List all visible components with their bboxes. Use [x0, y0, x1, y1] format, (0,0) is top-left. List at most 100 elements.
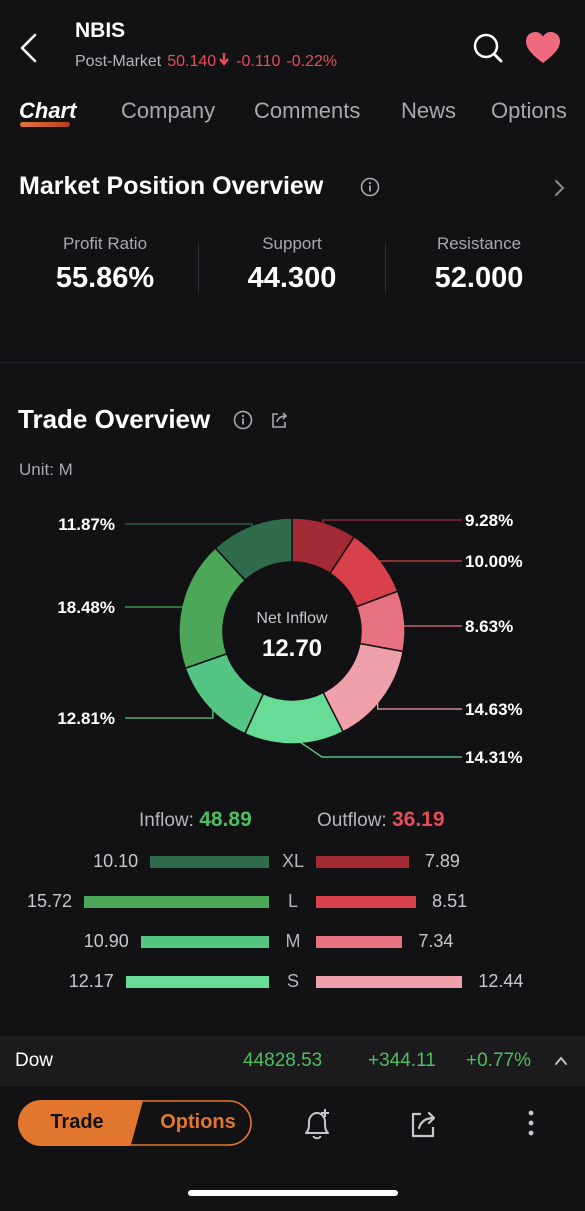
trade-button[interactable]: Trade	[18, 1100, 143, 1146]
inflow-value: 48.89	[199, 808, 252, 831]
tab-comments[interactable]: Comments	[254, 98, 361, 123]
index-change: +344.11	[368, 1050, 436, 1071]
stat-label: Support	[262, 234, 322, 253]
tab-bar: Chart Company Comments News Options	[0, 92, 585, 136]
inflow-amount: 15.72	[26, 891, 72, 911]
leader-line	[397, 621, 462, 627]
divider	[385, 243, 386, 293]
outflow-bar	[316, 856, 409, 868]
slice-percent-label: 11.87%	[58, 515, 115, 534]
header: NBIS Post-Market 50.140 -0.110 -0.22%	[0, 0, 585, 90]
inflow-bar	[125, 976, 269, 988]
order-size-label: M	[285, 931, 301, 951]
inflow-bar	[84, 896, 269, 908]
tab-company[interactable]: Company	[121, 98, 216, 123]
index-name: Dow	[15, 1050, 54, 1071]
leader-line	[322, 519, 462, 529]
stat-support: Support 44.300	[202, 234, 382, 295]
outflow-bar	[316, 936, 403, 948]
active-tab-indicator	[20, 122, 70, 127]
info-icon[interactable]	[233, 410, 253, 430]
tab-chart[interactable]: Chart	[19, 98, 77, 123]
slice-percent-label: 10.00%	[465, 552, 523, 571]
slice-percent-label: 12.81%	[57, 709, 115, 728]
center-label: Net Inflow	[256, 610, 328, 627]
post-market-price: 50.140	[167, 52, 217, 70]
flow-row-m: 10.90 M 7.34	[0, 931, 585, 955]
options-button-label: Options	[160, 1111, 236, 1133]
stat-value: 55.86%	[55, 262, 155, 294]
trade-button-label: Trade	[50, 1111, 104, 1133]
flow-row-s: 12.17 S 12.44	[0, 971, 585, 995]
info-icon[interactable]	[360, 177, 380, 197]
donut-slice	[214, 517, 293, 582]
outflow-value: 36.19	[391, 808, 445, 831]
outflow-summary: Outflow: 36.19	[317, 808, 445, 832]
tab-news[interactable]: News	[401, 98, 457, 123]
post-market-change: -0.110	[236, 52, 281, 70]
outflow-label: Outflow:	[317, 810, 387, 831]
home-indicator	[188, 1190, 398, 1196]
inflow-summary: Inflow: 48.89	[139, 808, 252, 832]
share-icon[interactable]	[269, 410, 289, 430]
leader-line	[125, 605, 189, 608]
post-market-change-pct: -0.22%	[286, 52, 338, 70]
ticker-symbol: NBIS	[75, 19, 126, 42]
unit-label: Unit: M	[19, 460, 73, 479]
inflow-bar	[140, 936, 269, 948]
inflow-amount: 10.10	[93, 851, 139, 871]
leader-line	[374, 560, 462, 565]
stat-profit-ratio: Profit Ratio 55.86%	[15, 234, 195, 295]
inflow-bar	[150, 856, 269, 868]
center-value: 12.70	[262, 635, 322, 662]
flow-row-xl: 10.10 XL 7.89	[0, 851, 585, 875]
options-button[interactable]: Options	[128, 1100, 252, 1146]
stat-value: 44.300	[247, 262, 337, 294]
stat-label: Profit Ratio	[62, 234, 148, 253]
slice-percent-label: 14.31%	[465, 748, 523, 767]
bell-plus-icon[interactable]	[300, 1106, 334, 1142]
heart-icon[interactable]	[523, 30, 563, 66]
trade-overview-title: Trade Overview	[18, 404, 211, 434]
inflow-label: Inflow:	[139, 810, 194, 831]
stat-resistance: Resistance 52.000	[389, 234, 569, 295]
more-vertical-icon[interactable]	[522, 1108, 540, 1140]
index-value: 44828.53	[243, 1050, 323, 1071]
stat-label: Resistance	[436, 234, 522, 253]
slice-percent-label: 8.63%	[465, 617, 513, 636]
inflow-amount: 12.17	[68, 971, 114, 991]
stat-value: 52.000	[434, 262, 524, 294]
post-market-quote: Post-Market 50.140 -0.110 -0.22%	[75, 52, 337, 71]
flow-row-l: 15.72 L 8.51	[0, 891, 585, 915]
leader-line	[293, 737, 462, 758]
outflow-bar	[316, 896, 417, 908]
section-divider	[0, 362, 585, 363]
outflow-amount: 7.89	[424, 851, 460, 871]
slice-percent-label: 18.48%	[57, 598, 115, 617]
outflow-amount: 7.34	[418, 931, 454, 951]
order-size-label: XL	[281, 851, 305, 871]
order-size-label: S	[286, 971, 299, 991]
leader-line	[125, 523, 254, 532]
chevron-right-icon[interactable]	[552, 178, 568, 198]
tab-options[interactable]: Options	[491, 98, 567, 123]
outflow-amount: 12.44	[478, 971, 524, 991]
slice-percent-label: 9.28%	[465, 511, 513, 530]
chevron-up-icon[interactable]	[554, 1054, 568, 1066]
order-size-label: L	[287, 891, 298, 911]
down-arrow-icon	[218, 52, 230, 71]
search-icon[interactable]	[470, 30, 506, 66]
leader-line	[125, 703, 214, 719]
index-ticker-bar[interactable]: Dow 44828.53 +344.11 +0.77%	[0, 1036, 585, 1086]
session-label: Post-Market	[75, 52, 162, 70]
share-icon[interactable]	[407, 1108, 441, 1140]
back-arrow-icon[interactable]	[14, 30, 44, 66]
index-change-pct: +0.77%	[466, 1050, 531, 1071]
outflow-amount: 8.51	[432, 891, 468, 911]
divider	[198, 243, 199, 293]
net-flow-donut-chart: 9.28% 10.00% 8.63% 14.63% 14.31% 12.81% 18.48%…	[57, 511, 523, 767]
leader-line	[377, 695, 462, 710]
bottom-action-bar: Trade Options	[0, 1086, 585, 1211]
outflow-bar	[316, 976, 463, 988]
inflow-amount: 10.90	[83, 931, 129, 951]
